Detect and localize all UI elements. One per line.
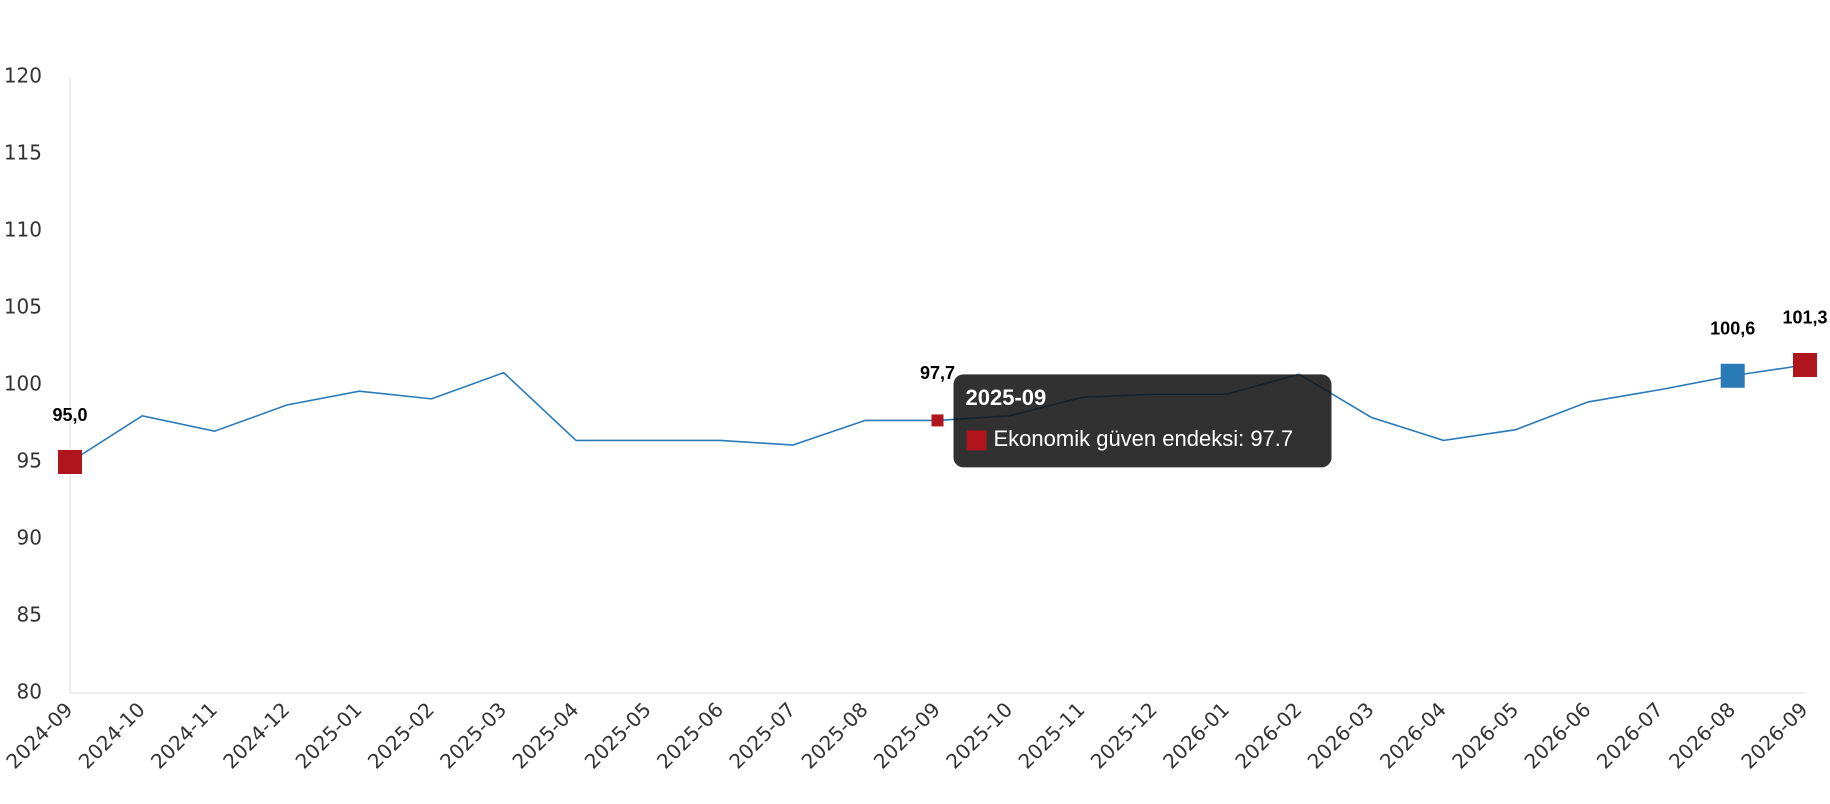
x-tick-label: 2026-04 — [1375, 697, 1451, 773]
x-tick-label: 2025-04 — [507, 697, 583, 773]
y-tick-label: 95 — [17, 449, 42, 473]
x-tick-label: 2026-08 — [1664, 697, 1740, 773]
x-tick-label: 2026-07 — [1592, 697, 1668, 773]
value-label: 95,0 — [52, 405, 87, 425]
marker — [1793, 352, 1817, 377]
x-tick-label: 2024-09 — [1, 697, 77, 773]
y-tick-label: 100 — [4, 372, 42, 396]
y-tick-label: 120 — [4, 64, 42, 88]
x-tick-label: 2025-10 — [941, 697, 1017, 773]
y-tick-label: 105 — [4, 295, 42, 319]
x-tick-label: 2025-12 — [1086, 697, 1162, 773]
tooltip-box — [953, 374, 1332, 468]
x-tick-label: 2026-05 — [1447, 697, 1523, 773]
x-tick-label: 2025-02 — [363, 697, 439, 773]
y-tick-label: 85 — [17, 603, 42, 627]
x-tick-label: 2026-02 — [1230, 697, 1306, 773]
marker — [58, 450, 82, 474]
y-tick-label: 115 — [4, 141, 42, 165]
x-tick-label: 2024-10 — [74, 697, 150, 773]
x-tick-label: 2025-07 — [724, 697, 800, 773]
value-label: 101,3 — [1782, 308, 1827, 328]
x-tick-label: 2024-12 — [218, 697, 294, 773]
marker — [1720, 363, 1745, 388]
tooltip-text: Ekonomik güven endeksi: 97.7 — [994, 426, 1294, 451]
y-tick-label: 110 — [4, 218, 42, 242]
marker — [931, 414, 944, 427]
x-tick-label: 2025-09 — [869, 697, 945, 773]
x-tick-label: 2025-05 — [580, 697, 656, 773]
x-tick-label: 2026-09 — [1736, 697, 1812, 773]
x-tick-label: 2025-06 — [652, 697, 728, 773]
tooltip-swatch — [966, 430, 987, 451]
tooltip: 2025-09 Ekonomik güven endeksi: 97.7 — [953, 374, 1332, 468]
x-tick-label: 2026-03 — [1303, 697, 1379, 773]
x-tick-label: 2025-08 — [797, 697, 873, 773]
x-tick-label: 2025-03 — [435, 697, 511, 773]
x-tick-label: 2026-01 — [1158, 697, 1234, 773]
tooltip-title: 2025-09 — [966, 385, 1047, 410]
y-tick-label: 90 — [17, 526, 42, 550]
y-tick-label: 80 — [17, 680, 42, 704]
x-tick-label: 2026-06 — [1519, 697, 1595, 773]
value-label: 100,6 — [1710, 319, 1755, 339]
value-label: 97,7 — [920, 363, 955, 383]
x-tick-label: 2024-11 — [146, 697, 222, 773]
x-tick-label: 2025-11 — [1013, 697, 1089, 773]
x-tick-label: 2025-01 — [291, 697, 367, 773]
